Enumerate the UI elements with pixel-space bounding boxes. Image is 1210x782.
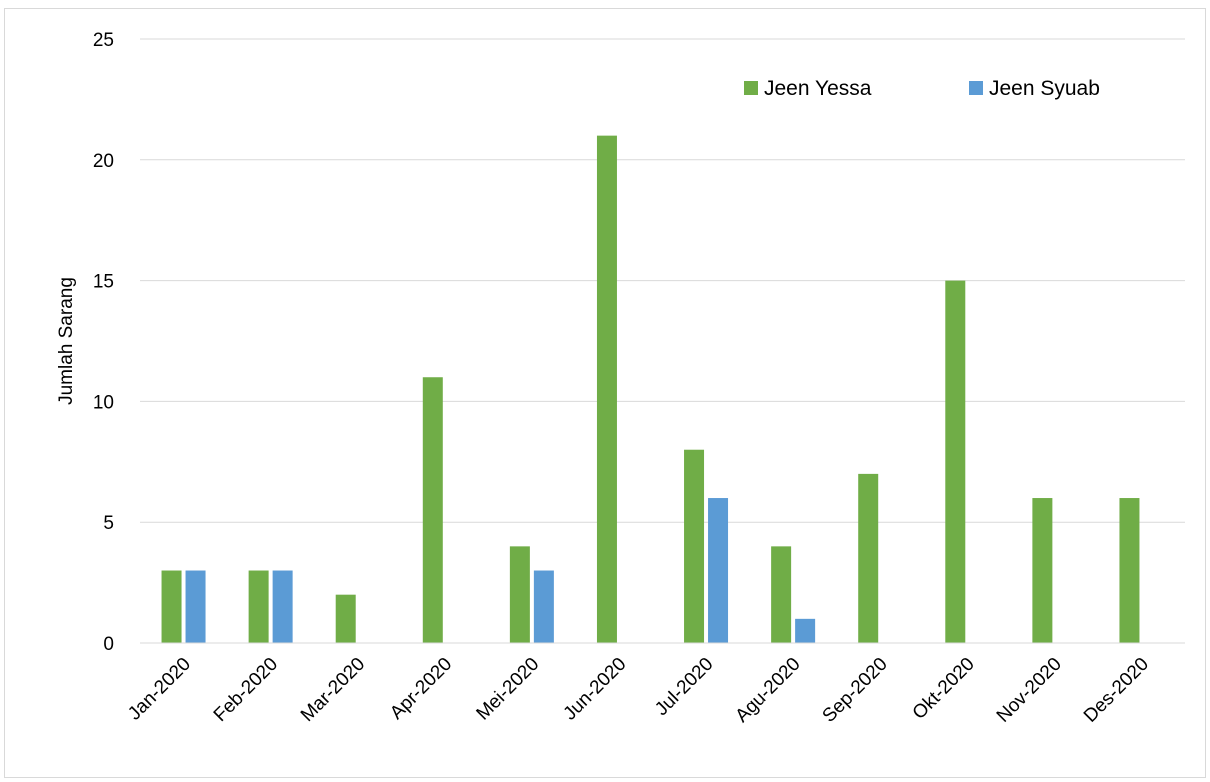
bar-jeen-yessa	[858, 474, 878, 643]
x-tick-label: Apr-2020	[386, 654, 456, 724]
bar-jeen-yessa	[771, 546, 791, 643]
x-tick-label: Feb-2020	[210, 654, 282, 726]
bar-jeen-yessa	[1119, 498, 1139, 643]
bar-jeen-yessa	[945, 281, 965, 643]
y-axis-ticks: 0 5 10 15 20 25	[93, 30, 114, 655]
bar-jeen-yessa	[336, 595, 356, 643]
bar-jeen-yessa	[423, 377, 443, 643]
legend-swatch	[744, 81, 758, 95]
bars	[162, 136, 1140, 643]
bar-jeen-syuab	[534, 571, 554, 643]
x-tick-label: Sep-2020	[819, 654, 892, 727]
x-tick-label: Jan-2020	[124, 654, 195, 725]
y-tick-label: 10	[93, 392, 114, 413]
bar-jeen-yessa	[597, 136, 617, 643]
y-tick-label: 0	[103, 634, 114, 655]
y-tick-label: 5	[103, 513, 114, 534]
bar-jeen-yessa	[162, 571, 182, 643]
bar-jeen-syuab	[273, 571, 293, 643]
bar-jeen-syuab	[708, 498, 728, 643]
y-tick-label: 20	[93, 151, 114, 172]
x-tick-label: Okt-2020	[909, 654, 979, 724]
legend-label: Jeen Yessa	[764, 77, 872, 100]
x-axis-ticks: Jan-2020 Feb-2020 Mar-2020 Apr-2020 Mei-2020…	[124, 654, 1153, 727]
y-axis-title: Jumlah Sarang	[56, 277, 77, 405]
legend: Jeen Yessa Jeen Syuab	[744, 77, 1100, 100]
bar-jeen-yessa	[510, 546, 530, 643]
x-tick-label: Mei-2020	[473, 654, 544, 725]
x-tick-label: Mar-2020	[297, 654, 369, 726]
x-tick-label: Des-2020	[1080, 654, 1153, 727]
y-tick-label: 25	[93, 30, 114, 51]
legend-swatch	[969, 81, 983, 95]
bar-jeen-yessa	[684, 450, 704, 643]
x-tick-label: Jun-2020	[560, 654, 631, 725]
y-tick-label: 15	[93, 272, 114, 293]
x-tick-label: Nov-2020	[993, 654, 1066, 727]
bar-jeen-yessa	[1032, 498, 1052, 643]
bar-jeen-syuab	[795, 619, 815, 643]
bar-jeen-yessa	[249, 571, 269, 643]
x-tick-label: Agu-2020	[732, 654, 805, 727]
legend-label: Jeen Syuab	[989, 77, 1100, 100]
gridlines	[140, 39, 1185, 522]
x-tick-label: Jul-2020	[651, 654, 717, 720]
bar-jeen-syuab	[186, 571, 206, 643]
